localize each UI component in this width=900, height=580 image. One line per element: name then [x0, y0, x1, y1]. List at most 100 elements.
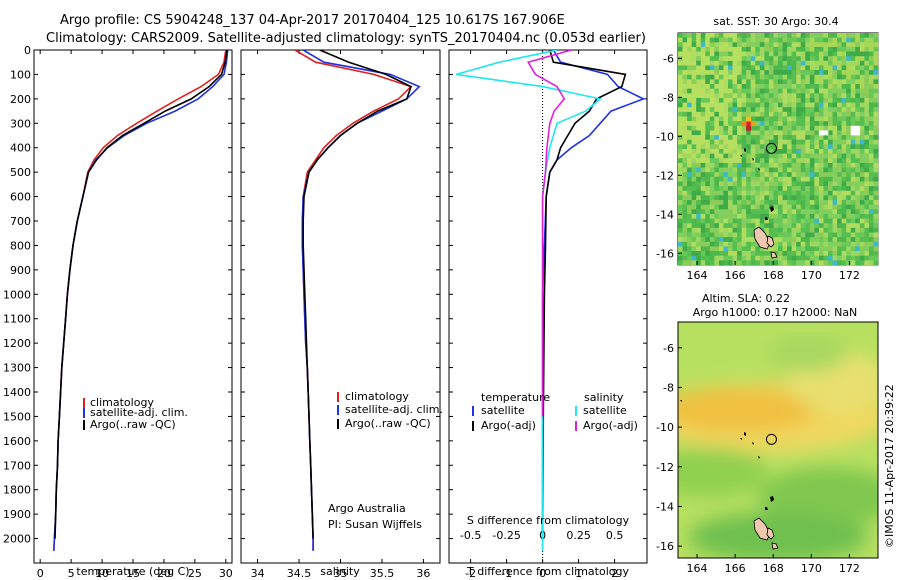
sst-cell	[846, 121, 852, 127]
sst-cell	[850, 153, 856, 159]
sst-cell	[814, 37, 820, 43]
sst-cell	[864, 251, 870, 257]
sst-cell	[800, 56, 806, 62]
sst-cell	[832, 162, 838, 168]
sst-cell	[746, 107, 752, 113]
sst-cell	[791, 74, 797, 80]
sst-cell	[850, 237, 856, 243]
sst-cell	[868, 93, 874, 99]
sst-cell	[741, 74, 747, 80]
legend-header-salinity: salinity	[584, 391, 624, 404]
sst-cell	[787, 251, 792, 257]
sst-cell	[728, 125, 733, 131]
sst-cell	[837, 237, 842, 243]
sst-cell	[823, 56, 829, 62]
sst-cell	[755, 149, 761, 154]
sst-cell	[737, 102, 742, 108]
sst-cell	[728, 130, 733, 136]
sst-cell	[832, 153, 838, 159]
sst-cell	[768, 46, 774, 52]
sst-cell	[705, 186, 711, 192]
sst-cell	[814, 241, 820, 247]
sst-cell	[678, 51, 683, 57]
sst-cell	[718, 111, 724, 117]
sst-cell	[718, 204, 724, 210]
sst-cell	[800, 51, 806, 57]
sst-cell	[809, 79, 815, 85]
sst-cell	[759, 251, 765, 257]
sst-cell	[841, 209, 847, 215]
sst-cell	[796, 125, 802, 131]
sst-cell	[782, 125, 788, 131]
sst-cell	[687, 125, 692, 131]
sst-cell	[705, 232, 711, 238]
sst-cell	[850, 195, 856, 201]
sst-cell	[837, 232, 842, 238]
sst-cell	[805, 74, 811, 80]
sst-cell	[732, 195, 738, 201]
sst-cell	[691, 213, 697, 219]
sst-cell	[718, 79, 724, 85]
sst-cell	[837, 70, 842, 76]
sst-cell	[828, 56, 833, 62]
sst-cell	[796, 181, 802, 187]
sst-cell	[809, 218, 815, 224]
sst-cell	[850, 33, 856, 38]
sst-cell	[723, 181, 729, 187]
sst-cell	[732, 149, 738, 154]
sst-cell	[828, 237, 833, 243]
sst-cell	[700, 153, 706, 159]
sst-cell	[782, 51, 788, 57]
sst-cell	[723, 56, 729, 62]
sst-cell	[750, 209, 756, 215]
sst-cell	[746, 153, 752, 159]
sst-cell	[832, 209, 838, 215]
sst-cell	[691, 176, 697, 182]
sst-cell	[773, 167, 779, 173]
sst-cell	[732, 42, 738, 48]
sst-cell	[841, 190, 847, 196]
sst-cell	[728, 227, 733, 233]
sst-cell	[723, 65, 729, 71]
sst-cell	[823, 149, 829, 154]
sst-cell	[850, 111, 856, 117]
sst-cell	[859, 153, 865, 159]
sst-cell	[846, 33, 852, 38]
sst-cell	[814, 107, 820, 113]
sst-cell	[809, 60, 815, 66]
sst-cell	[718, 37, 724, 43]
sst-cell	[696, 176, 702, 182]
sst-cell	[805, 139, 811, 145]
sst-cell	[809, 176, 815, 182]
sst-cell	[864, 195, 870, 201]
sst-cell	[714, 167, 720, 173]
sst-cell	[737, 255, 742, 261]
sst-cell	[768, 84, 774, 89]
sst-cell	[691, 37, 697, 43]
sst-cell	[873, 260, 879, 266]
sst-cell	[805, 246, 811, 252]
sst-cell	[873, 195, 879, 201]
sst-cell	[696, 218, 702, 224]
sst-cell	[791, 153, 797, 159]
sst-cell	[782, 227, 788, 233]
sst-cell	[782, 251, 788, 257]
sst-cell	[855, 190, 861, 196]
sst-cell	[768, 97, 774, 103]
sst-cell	[791, 135, 797, 141]
sst-cell	[759, 93, 765, 99]
sst-cell	[705, 181, 711, 187]
sst-cell	[837, 158, 842, 164]
sst-cell	[864, 56, 870, 62]
sst-cell	[837, 88, 842, 94]
sst-cell	[828, 88, 833, 94]
sst-cell	[823, 176, 829, 182]
sst-cell	[764, 56, 770, 62]
sst-cell	[828, 172, 833, 178]
sst-cell	[737, 176, 742, 182]
sst-cell	[864, 111, 870, 117]
sst-cell	[814, 130, 820, 136]
sst-cell	[764, 218, 770, 224]
sst-cell	[809, 186, 815, 192]
sst-cell	[759, 186, 765, 192]
